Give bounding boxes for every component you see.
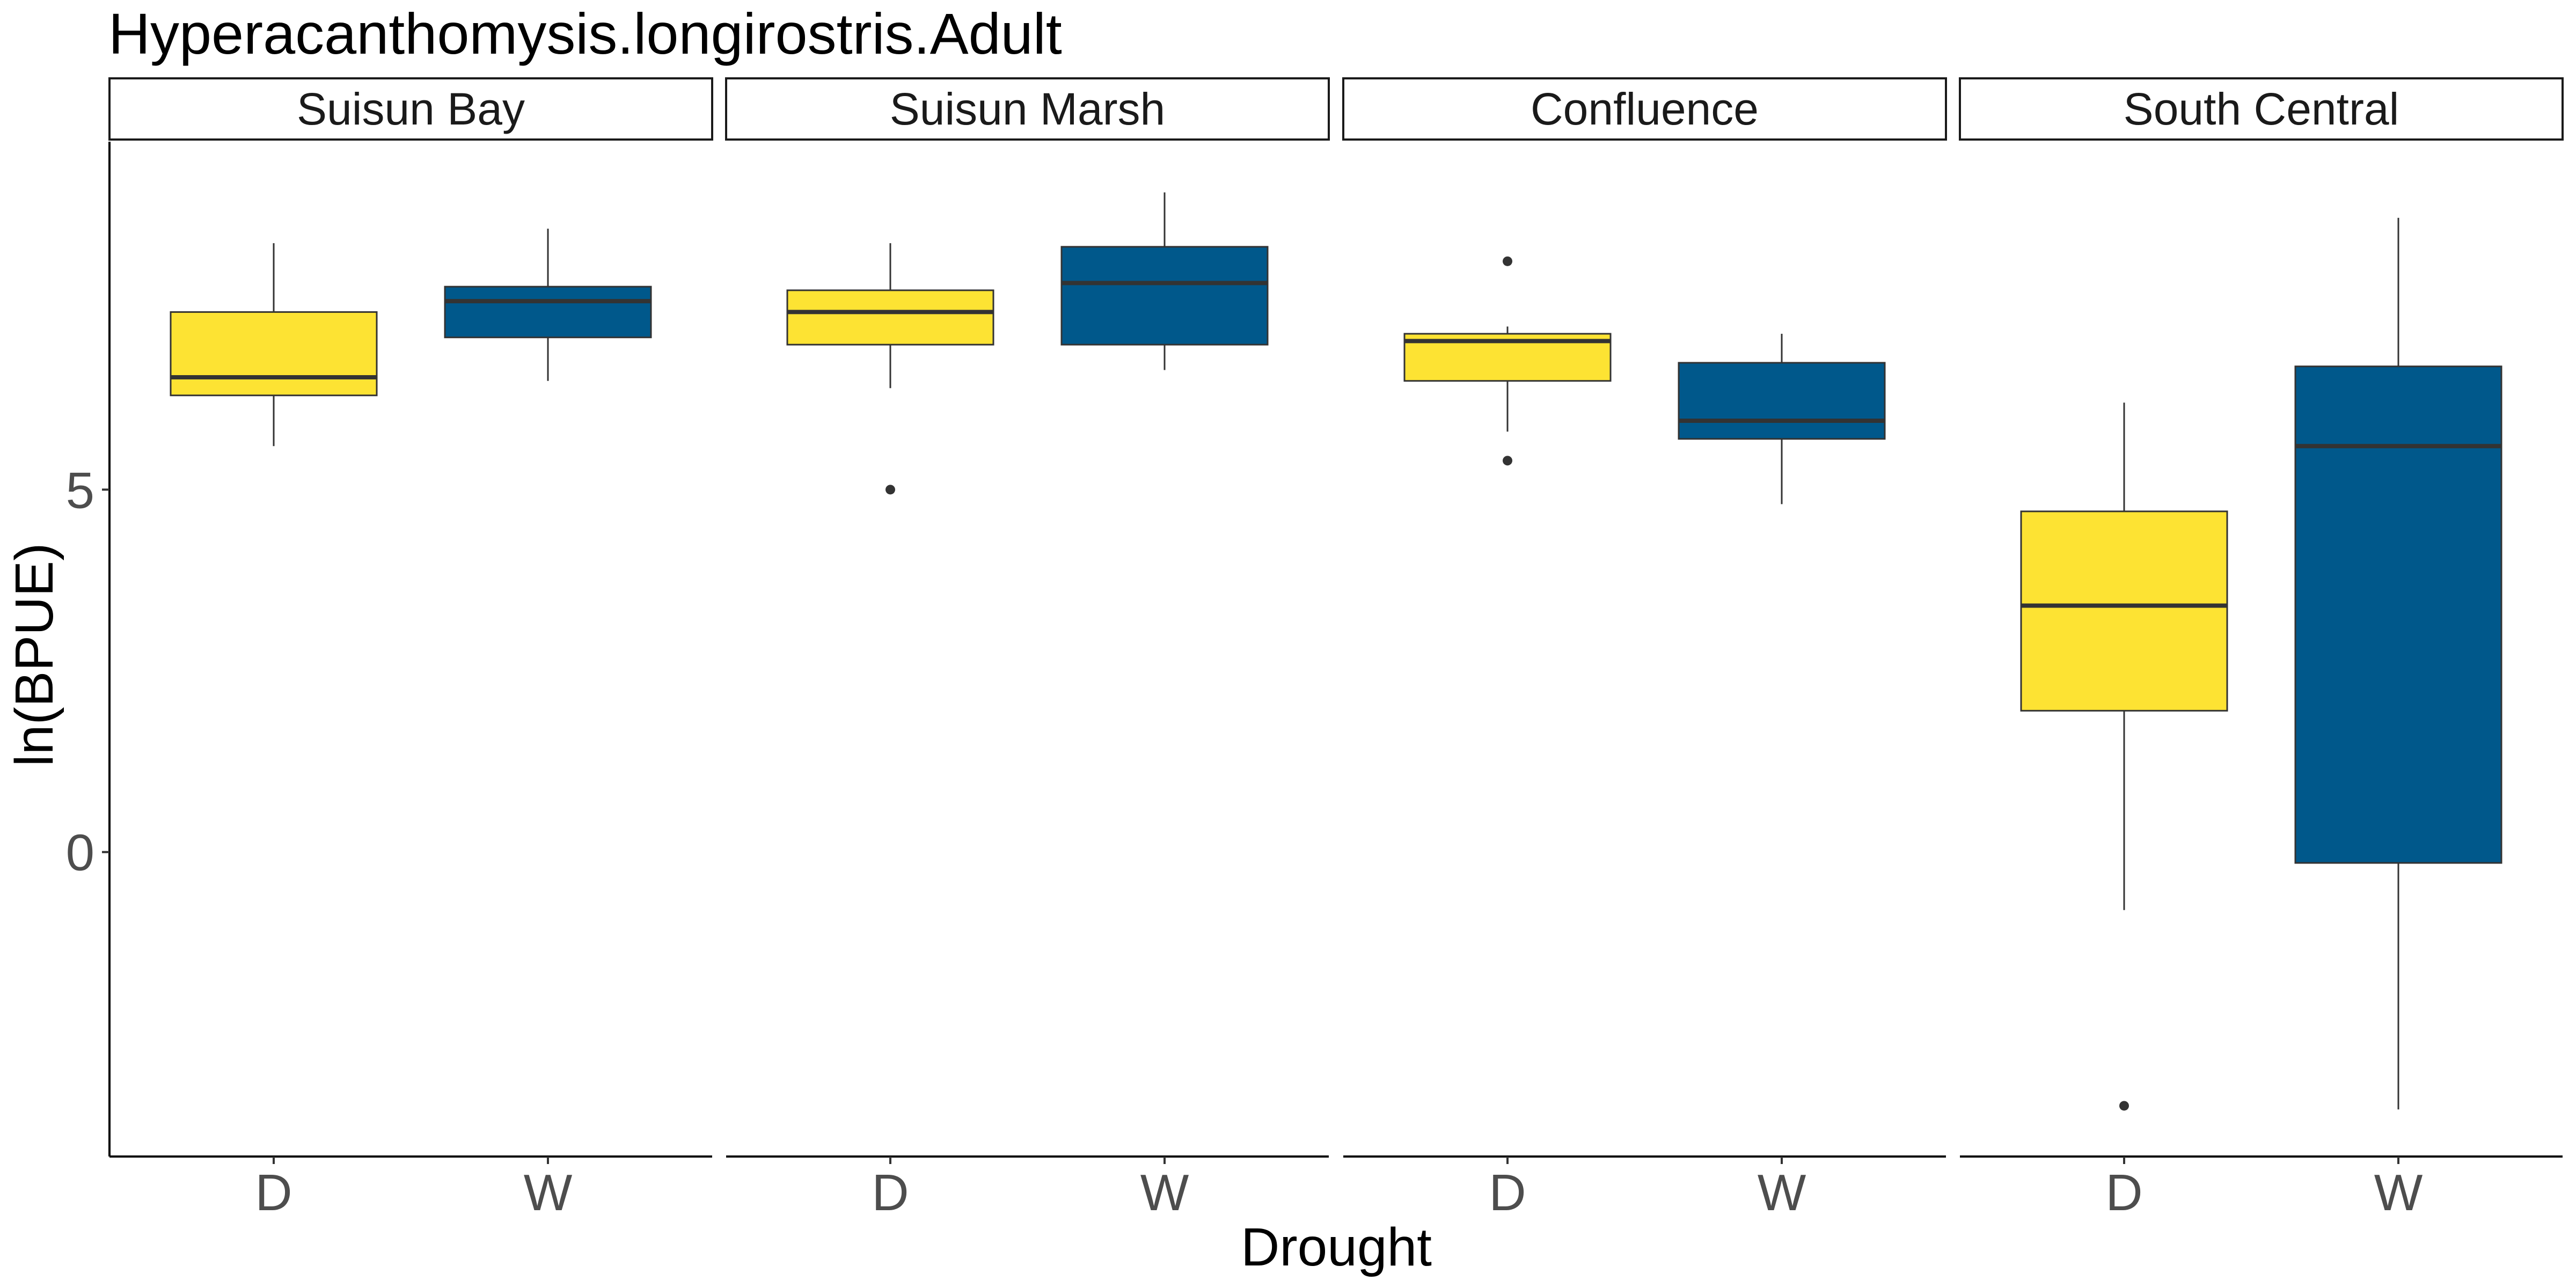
facet-panel: Confluence D W: [1342, 77, 1947, 1221]
box-D: [1403, 256, 1612, 466]
x-axis-title: Drought: [1241, 1217, 1432, 1277]
box-W: [1678, 333, 1886, 504]
y-axis-title: ln(BPUE): [4, 543, 64, 767]
facet-strip-label: Suisun Bay: [297, 84, 525, 134]
x-tick-label: D: [872, 1164, 909, 1221]
x-tick-label: D: [1489, 1164, 1526, 1221]
facet-panel: Suisun Bay D W: [108, 77, 713, 1221]
facet-strip: [1959, 77, 2564, 141]
box-iqr: [1060, 246, 1269, 346]
y-axis: 05: [66, 142, 111, 1157]
box-iqr: [444, 286, 652, 339]
x-tick-label: W: [1758, 1164, 1806, 1221]
box-iqr: [170, 311, 378, 397]
box-W: [2294, 217, 2502, 1110]
y-tick-label: 0: [66, 824, 94, 882]
box-D: [2020, 402, 2228, 1111]
box-W: [1060, 192, 1269, 370]
x-tick-label: W: [524, 1164, 573, 1221]
facet-strip-label: Confluence: [1531, 84, 1759, 134]
chart-title: Hyperacanthomysis.longirostris.Adult: [108, 1, 1062, 66]
box-iqr: [2294, 365, 2502, 864]
box-iqr: [2020, 510, 2228, 712]
x-tick-label: D: [255, 1164, 292, 1221]
facet-panel: Suisun Marsh D W: [725, 77, 1330, 1221]
box-D: [786, 243, 994, 495]
facet-strip: [725, 77, 1330, 141]
outlier-point: [1503, 456, 1512, 466]
box-iqr: [1678, 362, 1886, 440]
facet-strip: [108, 77, 713, 141]
box-D: [170, 243, 378, 447]
outlier-point: [885, 485, 895, 495]
y-tick-label: 5: [66, 462, 94, 519]
facet-strip-label: Suisun Marsh: [890, 84, 1166, 134]
facet-strip-label: South Central: [2124, 84, 2399, 134]
box-W: [444, 229, 652, 381]
box-iqr: [786, 289, 994, 346]
facet-strip: [1342, 77, 1947, 141]
x-tick-label: W: [2374, 1164, 2423, 1221]
facet-panel: South Central D W: [1959, 77, 2564, 1221]
outlier-point: [2119, 1101, 2129, 1111]
outlier-point: [1503, 256, 1512, 266]
x-tick-label: W: [1140, 1164, 1189, 1221]
x-tick-label: D: [2105, 1164, 2142, 1221]
